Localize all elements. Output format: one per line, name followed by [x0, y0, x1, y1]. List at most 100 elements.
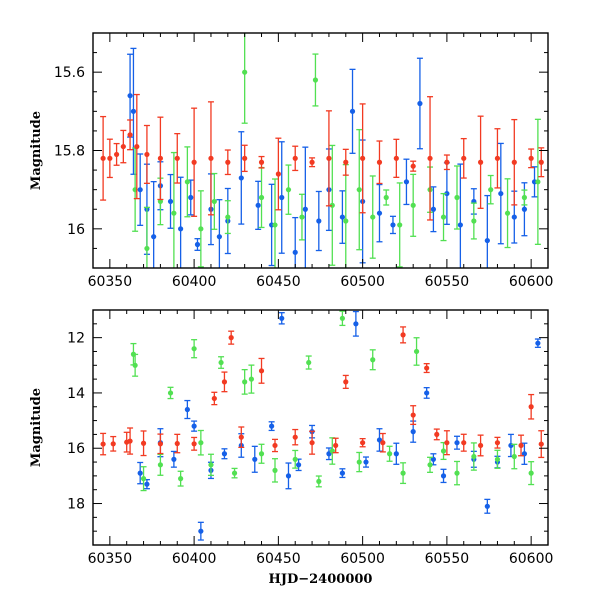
data-point	[292, 434, 298, 440]
data-point	[413, 348, 420, 355]
data-point	[440, 214, 447, 220]
data-point	[225, 214, 231, 220]
data-point	[137, 187, 143, 193]
data-point	[157, 441, 164, 447]
data-point	[258, 451, 265, 457]
data-point	[343, 159, 349, 165]
data-point	[167, 198, 174, 205]
data-point	[292, 155, 298, 161]
data-point	[140, 476, 147, 482]
data-point	[477, 159, 484, 165]
data-point	[225, 159, 231, 165]
data-point	[393, 155, 399, 161]
data-point	[370, 214, 376, 220]
data-point	[127, 132, 133, 138]
data-point	[309, 159, 315, 165]
plot-area	[100, 310, 545, 541]
data-point	[454, 440, 460, 446]
data-point	[144, 151, 150, 158]
y-axis-title: Magnitude	[29, 111, 44, 190]
data-point	[248, 376, 255, 382]
y-tick-label: 15.8	[54, 144, 85, 160]
plot-area	[100, 33, 545, 268]
data-point	[140, 440, 147, 446]
data-point	[329, 202, 335, 208]
data-point	[339, 214, 346, 220]
y-tick-label: 16	[67, 222, 85, 238]
data-point	[521, 206, 528, 212]
data-point	[403, 179, 410, 185]
data-point	[218, 359, 224, 366]
data-point	[444, 159, 450, 165]
x-tick-label: 60350	[88, 551, 133, 567]
data-point	[275, 171, 281, 177]
data-point	[494, 155, 501, 161]
data-point	[360, 155, 366, 161]
data-point	[528, 155, 534, 161]
data-point	[349, 108, 356, 114]
data-point	[107, 155, 113, 161]
data-point	[400, 470, 406, 476]
top-panel: 60350 60400 60450 60500 60550 60600 15.6 15.8 16…	[29, 32, 554, 290]
data-point	[397, 222, 403, 228]
data-point	[521, 194, 528, 201]
data-point	[494, 440, 501, 446]
data-point	[198, 528, 204, 534]
data-point	[242, 69, 248, 75]
y-tick-label: 15.6	[54, 65, 85, 81]
data-point	[171, 456, 177, 462]
series-red	[100, 93, 545, 221]
data-point	[132, 362, 138, 368]
data-point	[498, 190, 504, 197]
data-point	[528, 404, 534, 410]
data-point	[333, 442, 339, 449]
data-point	[528, 470, 534, 476]
x-tick-label: 60400	[172, 551, 217, 567]
data-point	[295, 462, 302, 468]
data-point	[339, 315, 346, 321]
x-tick-label: 60500	[340, 274, 385, 290]
data-point	[376, 159, 383, 165]
data-point	[211, 198, 217, 205]
data-point	[144, 245, 150, 252]
data-point	[110, 441, 116, 447]
data-point	[211, 395, 217, 402]
data-point	[538, 441, 544, 447]
x-tick-label: 60500	[340, 551, 385, 567]
data-point	[127, 93, 133, 99]
data-point	[178, 476, 184, 482]
data-point	[343, 379, 349, 385]
data-point	[299, 214, 305, 220]
y-axis-title: Magnitude	[29, 388, 44, 467]
data-point	[306, 359, 312, 366]
data-point	[285, 187, 292, 193]
data-point	[326, 155, 332, 161]
x-tick-label: 60600	[509, 274, 554, 290]
data-point	[100, 441, 106, 447]
data-point	[292, 456, 298, 462]
x-tick-label: 60550	[425, 551, 470, 567]
data-point	[292, 249, 298, 255]
data-point	[258, 368, 265, 374]
data-point	[151, 234, 157, 240]
data-point	[488, 187, 494, 193]
data-point	[238, 175, 244, 181]
data-point	[484, 237, 490, 244]
data-point	[410, 202, 416, 208]
data-point	[191, 441, 197, 447]
data-point	[383, 194, 389, 201]
data-point	[444, 190, 450, 197]
data-point	[184, 406, 190, 413]
data-point	[356, 459, 362, 465]
data-point	[363, 459, 369, 465]
data-point	[198, 226, 204, 232]
data-point	[461, 155, 467, 161]
data-point	[188, 194, 194, 201]
data-point	[127, 438, 133, 444]
data-point	[343, 218, 349, 224]
data-point	[316, 478, 322, 485]
data-point	[484, 503, 490, 509]
data-point	[312, 77, 319, 83]
data-point	[511, 159, 517, 165]
data-point	[228, 335, 234, 341]
